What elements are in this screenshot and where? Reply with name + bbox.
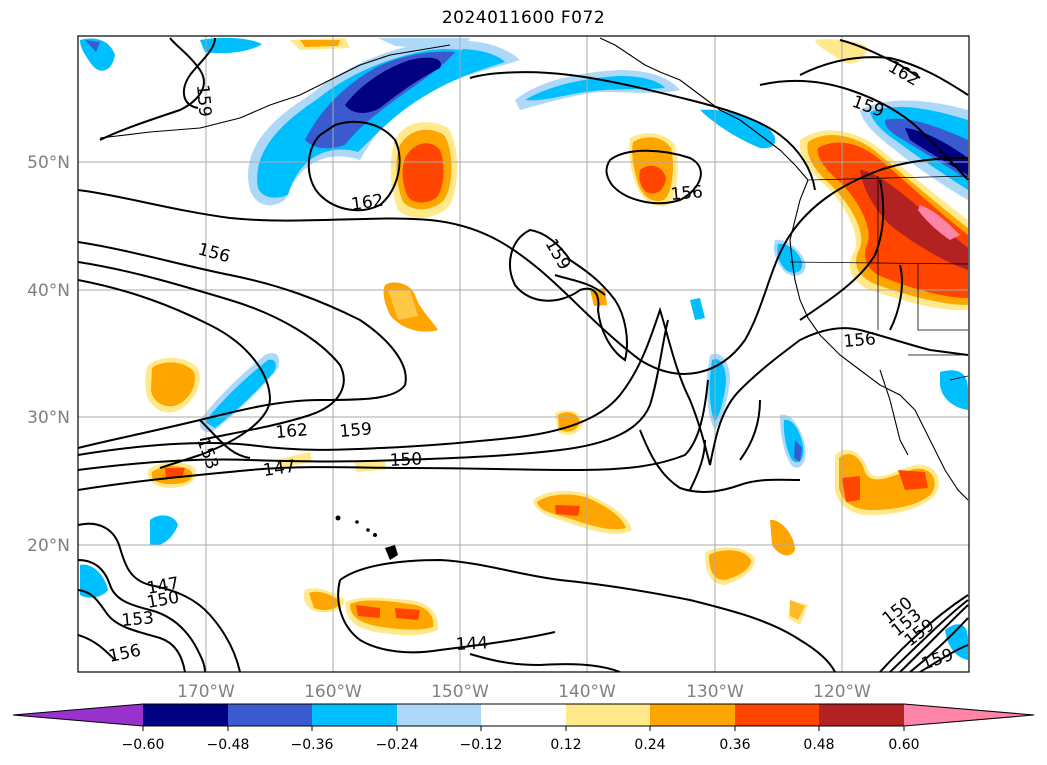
colorbar-segment <box>735 704 819 726</box>
map-plot-area: 162 159 159 162 156 159 156 162 159 153 … <box>78 36 969 672</box>
colorbar-segment <box>566 704 650 726</box>
lon-label-140w: 140°W <box>558 682 616 702</box>
lat-label-50n: 50°N <box>27 153 70 173</box>
contour-label: 153 <box>192 435 222 472</box>
coastlines <box>99 37 969 501</box>
colorbar-segment <box>143 704 228 726</box>
contour-label: 153 <box>121 608 155 631</box>
colorbar-tick-label: −0.48 <box>207 737 250 753</box>
map-gridlines <box>78 36 969 672</box>
contour-label: 159 <box>541 236 575 274</box>
colorbar-tick-label: 0.48 <box>803 737 834 753</box>
contour-label: 147 <box>262 457 297 481</box>
colorbar-extend-high <box>904 704 1034 726</box>
colorbar-tick-label: −0.24 <box>376 737 419 753</box>
contour-label: 162 <box>350 191 385 215</box>
colorbar-segment <box>312 704 397 726</box>
lat-label-30n: 30°N <box>27 408 70 428</box>
lon-label-130w: 130°W <box>686 682 744 702</box>
colorbar-segment <box>819 704 904 726</box>
longitude-labels: 170°W 160°W 150°W 140°W 130°W 120°W <box>177 682 871 702</box>
height-contours <box>78 37 969 672</box>
hawaii-islands <box>335 515 398 560</box>
contour-label: 156 <box>670 182 704 205</box>
colorbar-tick-label: 0.60 <box>888 737 919 753</box>
colorbar-segment <box>228 704 312 726</box>
contour-label: 150 <box>389 449 422 471</box>
lat-label-20n: 20°N <box>27 536 70 556</box>
colorbar-segment <box>481 704 566 726</box>
colorbar-segment <box>650 704 735 726</box>
colorbar-segment <box>397 704 481 726</box>
lon-label-160w: 160°W <box>304 682 362 702</box>
colorbar-tick-label: 0.36 <box>719 737 750 753</box>
contour-label: 159 <box>849 92 886 122</box>
contour-label: 159 <box>339 419 373 442</box>
colorbar-tick-label: −0.36 <box>291 737 334 753</box>
lon-label-120w: 120°W <box>813 682 871 702</box>
anomaly-shading <box>80 37 968 660</box>
contour-label: 156 <box>107 641 143 667</box>
contour-label: 144 <box>455 633 488 655</box>
contour-label: 162 <box>885 57 923 91</box>
contour-label: 162 <box>275 420 309 443</box>
lon-label-150w: 150°W <box>431 682 489 702</box>
contour-label: 156 <box>843 329 877 352</box>
map-title: 2024011600 F072 <box>441 8 606 28</box>
colorbar-tick-label: −0.60 <box>122 737 165 753</box>
lat-label-40n: 40°N <box>27 281 70 301</box>
map-frame <box>77 35 970 673</box>
lon-label-170w: 170°W <box>177 682 235 702</box>
colorbar: −0.60 −0.48 −0.36 −0.24 −0.12 0.12 0.24 … <box>12 703 1035 753</box>
colorbar-tick-label: 0.24 <box>634 737 665 753</box>
contour-label: 159 <box>192 84 215 118</box>
latitude-labels: 50°N 40°N 30°N 20°N <box>27 153 70 556</box>
colorbar-tick-label: 0.12 <box>550 737 581 753</box>
contour-label: 156 <box>196 240 233 268</box>
colorbar-tick-label: −0.12 <box>460 737 503 753</box>
colorbar-extend-low <box>13 704 143 726</box>
